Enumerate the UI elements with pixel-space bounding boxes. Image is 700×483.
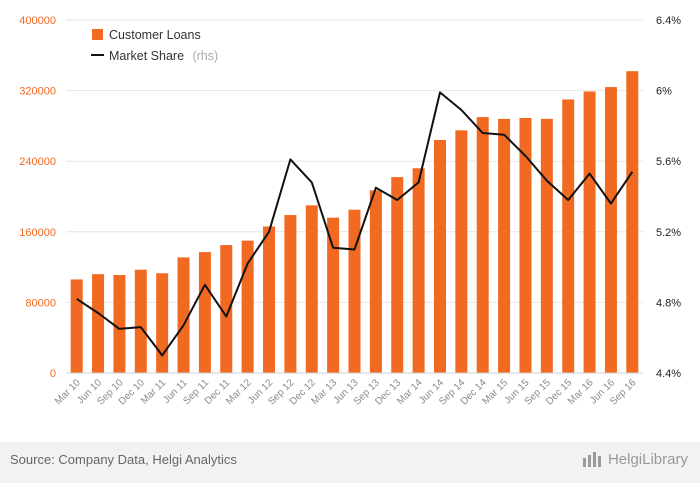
right-tick-label: 6.4% (656, 15, 681, 27)
bar-customer-loans (156, 273, 169, 373)
brand-logo: HelgiLibrary (582, 450, 688, 468)
bar-customer-loans (241, 240, 254, 373)
bar-customer-loans (220, 245, 233, 373)
right-tick-label: 4.8% (656, 297, 681, 309)
left-tick-label: 240000 (19, 156, 56, 168)
left-tick-label: 400000 (19, 15, 56, 27)
bar-customer-loans (626, 71, 639, 373)
bar-customer-loans (604, 87, 617, 373)
bar-customer-loans (455, 130, 468, 373)
bar-customer-loans (305, 205, 318, 373)
bar-customer-loans (284, 215, 297, 373)
bar-customer-loans (583, 91, 596, 374)
bars (70, 71, 639, 374)
market-share-line (76, 91, 634, 357)
bar-customer-loans (562, 99, 575, 374)
left-tick-label: 160000 (19, 227, 56, 239)
legend: Customer Loans Market Share (rhs) (91, 28, 218, 64)
footer: Source: Company Data, Helgi Analytics He… (0, 442, 700, 483)
bar-customer-loans (92, 274, 105, 373)
bar-customer-loans (70, 279, 83, 373)
right-tick-label: 5.2% (656, 227, 681, 239)
legend-market-share-rhs: (rhs) (192, 49, 218, 63)
chart: 0 80000 160000 240000 320000 400000 4.4% 4.8% 5… (19, 15, 681, 408)
left-tick-label: 0 (50, 368, 56, 380)
bar-customer-loans (433, 140, 446, 373)
bar-customer-loans (177, 257, 190, 373)
left-tick-label: 80000 (25, 297, 56, 309)
brand-name: HelgiLibrary (607, 450, 688, 468)
bar-customer-loans (134, 269, 147, 373)
right-tick-label: 4.4% (656, 368, 681, 380)
bar-customer-loans (540, 118, 553, 373)
bar-customer-loans (412, 168, 425, 373)
legend-market-share-name: Market Share (109, 49, 184, 63)
left-axis-ticks: 0 80000 160000 240000 320000 400000 (19, 15, 56, 380)
left-tick-label: 320000 (19, 86, 56, 98)
right-axis-ticks: 4.4% 4.8% 5.2% 5.6% 6% 6.4% (656, 15, 681, 380)
right-tick-label: 5.6% (656, 156, 681, 168)
legend-swatch-customer-loans (92, 29, 103, 40)
bar-customer-loans (113, 275, 126, 373)
legend-label-customer-loans: Customer Loans (109, 28, 201, 42)
bar-customer-loans (476, 117, 489, 373)
bar-customer-loans (327, 217, 340, 373)
bar-customer-loans (369, 190, 382, 373)
library-icon (582, 452, 601, 467)
legend-label-market-share: Market Share (rhs) (109, 47, 218, 64)
bar-customer-loans (348, 209, 361, 373)
bar-customer-loans (263, 226, 276, 373)
bar-customer-loans (519, 117, 532, 374)
source-note: Source: Company Data, Helgi Analytics (10, 452, 237, 467)
right-tick-label: 6% (656, 86, 672, 98)
line-market-share (76, 91, 634, 357)
bar-customer-loans (498, 118, 511, 373)
bar-customer-loans (391, 177, 404, 373)
bar-customer-loans (198, 252, 211, 373)
